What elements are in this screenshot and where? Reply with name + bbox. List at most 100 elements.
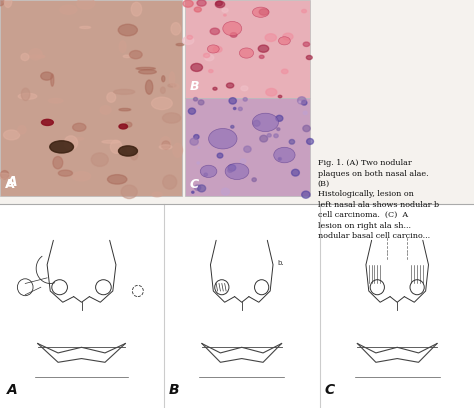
Ellipse shape [215,1,225,8]
Ellipse shape [121,185,137,199]
Ellipse shape [253,7,269,18]
Ellipse shape [53,156,63,169]
Ellipse shape [266,89,277,96]
Ellipse shape [72,171,91,181]
Ellipse shape [204,173,208,176]
Ellipse shape [130,150,138,160]
Ellipse shape [183,0,193,7]
Ellipse shape [279,158,281,160]
Ellipse shape [190,138,198,145]
Ellipse shape [126,146,138,153]
Ellipse shape [118,24,137,36]
Ellipse shape [173,84,179,89]
Ellipse shape [298,97,306,104]
Ellipse shape [29,49,42,60]
Text: Fig. 1. (A) Two nodular
plaques on both nasal alae.
(B)
Histologically, lesion o: Fig. 1. (A) Two nodular plaques on both … [318,159,439,240]
Ellipse shape [74,137,84,140]
Text: b.: b. [277,260,284,266]
Ellipse shape [241,86,248,91]
Text: A: A [5,177,14,191]
Ellipse shape [239,48,254,58]
Ellipse shape [107,93,116,102]
Ellipse shape [102,140,119,143]
Ellipse shape [283,33,293,40]
Ellipse shape [123,55,131,58]
Ellipse shape [187,35,192,39]
Ellipse shape [197,162,200,164]
Ellipse shape [163,175,177,189]
Ellipse shape [41,72,53,80]
Ellipse shape [77,0,95,9]
Ellipse shape [260,135,268,142]
Ellipse shape [119,109,131,111]
Ellipse shape [194,185,201,191]
Ellipse shape [278,37,290,45]
Ellipse shape [274,134,278,137]
Ellipse shape [222,8,228,12]
Ellipse shape [0,173,12,179]
Ellipse shape [162,141,170,149]
Ellipse shape [213,87,217,90]
FancyBboxPatch shape [185,98,310,196]
Ellipse shape [209,70,213,73]
Ellipse shape [58,170,73,176]
Ellipse shape [299,101,301,103]
Ellipse shape [129,51,142,59]
Ellipse shape [191,63,202,71]
Ellipse shape [301,100,307,105]
Ellipse shape [176,44,184,46]
Ellipse shape [228,169,232,173]
Ellipse shape [209,129,237,149]
Ellipse shape [91,153,108,166]
Ellipse shape [210,28,219,35]
Ellipse shape [306,55,312,60]
Ellipse shape [230,33,237,37]
Text: C: C [325,383,335,397]
Ellipse shape [108,175,127,184]
Ellipse shape [231,125,234,128]
Text: B: B [168,383,179,397]
Ellipse shape [253,120,260,126]
Ellipse shape [191,191,194,193]
Ellipse shape [278,95,282,98]
Ellipse shape [188,108,196,114]
Ellipse shape [125,122,132,127]
Ellipse shape [146,80,153,94]
Ellipse shape [168,84,176,87]
Ellipse shape [51,74,54,86]
Ellipse shape [182,37,194,44]
Ellipse shape [18,126,26,134]
Ellipse shape [301,191,310,198]
Text: A: A [7,383,18,397]
Ellipse shape [73,123,86,131]
Ellipse shape [213,46,222,52]
FancyBboxPatch shape [185,0,310,98]
Ellipse shape [194,135,199,139]
Ellipse shape [136,67,155,70]
Ellipse shape [0,171,9,179]
Ellipse shape [258,45,269,52]
Text: C: C [190,177,199,191]
Ellipse shape [131,2,142,16]
Ellipse shape [169,72,175,85]
Ellipse shape [100,106,111,114]
Ellipse shape [217,153,223,158]
Ellipse shape [223,22,242,36]
Ellipse shape [194,7,201,12]
Ellipse shape [203,53,210,58]
Ellipse shape [50,141,73,153]
Ellipse shape [252,113,279,132]
Ellipse shape [228,164,236,171]
Ellipse shape [238,107,242,111]
Ellipse shape [276,115,283,121]
Ellipse shape [289,140,295,144]
Ellipse shape [252,178,256,182]
Ellipse shape [221,188,229,195]
Ellipse shape [36,55,45,58]
Ellipse shape [292,169,300,176]
Ellipse shape [198,147,200,148]
Ellipse shape [161,87,165,93]
Ellipse shape [21,88,30,100]
Ellipse shape [259,55,264,58]
Ellipse shape [60,5,77,14]
